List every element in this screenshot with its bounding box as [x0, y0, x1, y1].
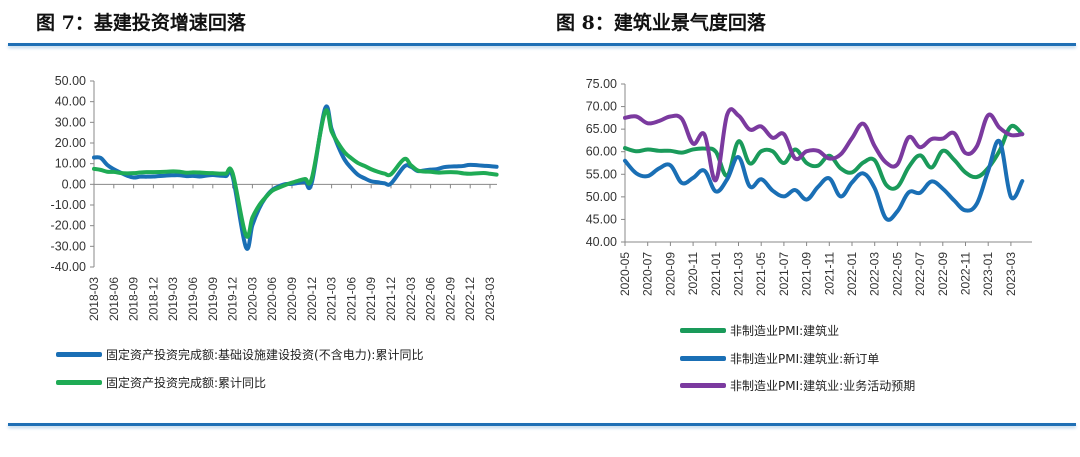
y-tick-label: 0.00 — [62, 177, 86, 191]
x-tick-label: 2022-09 — [443, 277, 457, 321]
x-tick-label: 2022-09 — [936, 252, 950, 296]
legend-item-fai: 固定资产投资完成额:累计同比 — [56, 374, 266, 391]
y-tick-label: 20.00 — [55, 136, 86, 150]
legend-label: 非制造业PMI:建筑业 — [730, 324, 840, 338]
legend-label: 非制造业PMI:建筑业:业务活动预期 — [730, 379, 916, 393]
y-tick-label: -20.00 — [51, 219, 86, 233]
y-tick-label: 30.00 — [55, 115, 86, 129]
y-tick-label: 10.00 — [55, 157, 86, 171]
x-tick-label: 2021-09 — [800, 252, 814, 296]
legend-swatch-blue — [680, 356, 726, 361]
x-tick-label: 2021-03 — [732, 252, 746, 296]
x-tick-label: 2020-07 — [641, 252, 655, 296]
legend-item-construction-pmi: 非制造业PMI:建筑业 — [680, 322, 839, 339]
y-tick-label: 50.00 — [586, 190, 617, 204]
legend-label: 固定资产投资完成额:累计同比 — [106, 376, 267, 390]
x-tick-label: 2021-12 — [384, 277, 398, 321]
legend-label: 固定资产投资完成额:基础设施建设投资(不含电力):累计同比 — [106, 348, 424, 362]
y-tick-label: 50.00 — [55, 74, 86, 88]
x-tick-label: 2018-06 — [107, 277, 121, 321]
y-tick-label: 70.00 — [586, 100, 617, 114]
bottom-divider — [8, 423, 1076, 426]
x-tick-label: 2022-03 — [404, 277, 418, 321]
legend-swatch-green — [56, 380, 102, 385]
x-tick-label: 2020-12 — [305, 277, 319, 321]
y-tick-label: 75.00 — [586, 77, 617, 91]
x-tick-label: 2021-06 — [344, 277, 358, 321]
x-tick-label: 2020-06 — [265, 277, 279, 321]
series-line-0-1 — [92, 108, 499, 239]
legend-swatch-green — [680, 328, 726, 333]
y-tick-label: 60.00 — [586, 145, 617, 159]
x-tick-label: 2019-03 — [166, 277, 180, 321]
x-tick-label: 2019-09 — [206, 277, 220, 321]
x-tick-label: 2019-06 — [186, 277, 200, 321]
x-tick-label: 2021-03 — [325, 277, 339, 321]
x-tick-label: 2021-11 — [822, 252, 836, 295]
x-tick-label: 2023-01 — [981, 252, 995, 296]
y-tick-label: 40.00 — [55, 95, 86, 109]
x-tick-label: 2020-05 — [618, 252, 632, 296]
y-tick-label: 40.00 — [586, 235, 617, 249]
y-tick-label: 65.00 — [586, 122, 617, 136]
y-tick-label: 45.00 — [586, 212, 617, 226]
figure-8-title: 图 8：建筑业景气度回落 — [556, 12, 766, 34]
x-tick-label: 2022-11 — [959, 252, 973, 295]
x-tick-label: 2019-12 — [226, 277, 240, 321]
x-tick-label: 2021-07 — [777, 252, 791, 296]
x-tick-label: 2021-01 — [709, 252, 723, 296]
y-tick-label: -40.00 — [51, 260, 86, 274]
y-tick-label: 55.00 — [586, 167, 617, 181]
x-tick-label: 2022-01 — [845, 252, 859, 296]
series-line-1-0 — [623, 123, 1025, 191]
x-tick-label: 2021-09 — [364, 277, 378, 321]
x-tick-label: 2018-09 — [127, 277, 141, 321]
x-tick-label: 2021-05 — [754, 252, 768, 296]
figure-7-title: 图 7：基建投资增速回落 — [36, 12, 246, 34]
top-divider — [8, 43, 1076, 46]
x-tick-label: 2020-09 — [663, 252, 677, 296]
x-tick-label: 2023-03 — [483, 277, 497, 321]
series-line-1-1 — [623, 138, 1025, 222]
x-tick-label: 2020-11 — [686, 252, 700, 295]
x-tick-label: 2022-03 — [868, 252, 882, 296]
series-line-1-2 — [623, 107, 1025, 183]
series-line-0-0 — [92, 104, 499, 251]
legend-item-new-orders: 非制造业PMI:建筑业:新订单 — [680, 350, 879, 367]
x-tick-label: 2018-03 — [87, 277, 101, 321]
x-tick-label: 2022-05 — [890, 252, 904, 296]
legend-item-expectations: 非制造业PMI:建筑业:业务活动预期 — [680, 377, 915, 394]
x-tick-label: 2023-03 — [1004, 252, 1018, 296]
legend-item-infra: 固定资产投资完成额:基础设施建设投资(不含电力):累计同比 — [56, 346, 423, 363]
legend-swatch-blue — [56, 352, 102, 357]
y-tick-label: -30.00 — [51, 239, 86, 253]
legend-swatch-purple — [680, 383, 726, 388]
x-tick-label: 2022-06 — [424, 277, 438, 321]
legend-label: 非制造业PMI:建筑业:新订单 — [730, 352, 880, 366]
y-tick-label: -10.00 — [51, 198, 86, 212]
x-tick-label: 2022-07 — [913, 252, 927, 296]
x-tick-label: 2022-12 — [463, 277, 477, 321]
x-tick-label: 2020-03 — [245, 277, 259, 321]
x-tick-label: 2018-12 — [146, 277, 160, 321]
x-tick-label: 2020-09 — [285, 277, 299, 321]
